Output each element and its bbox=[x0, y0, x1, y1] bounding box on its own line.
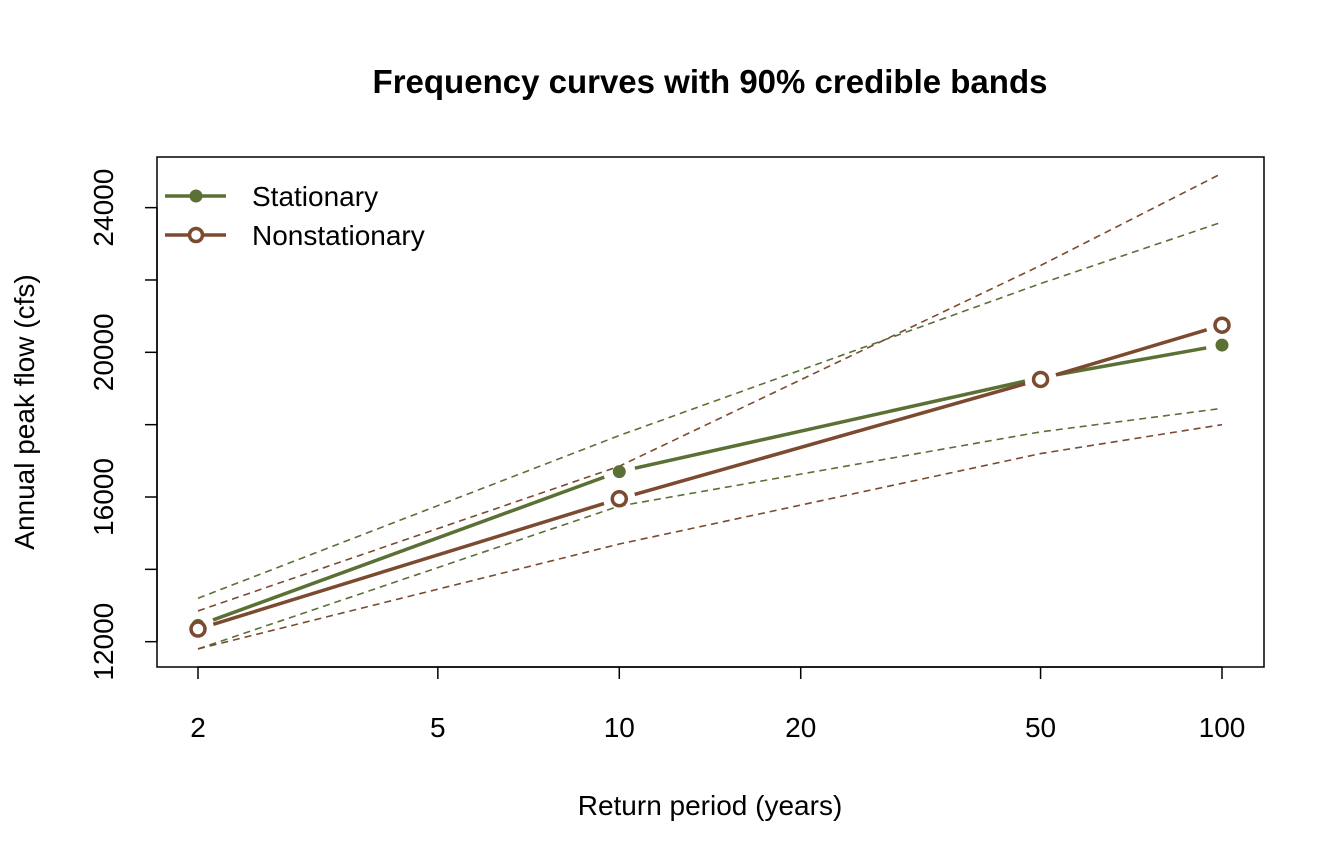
point-stationary bbox=[1215, 338, 1229, 352]
legend: Stationary Nonstationary bbox=[165, 181, 425, 251]
x-tick-label: 2 bbox=[190, 712, 206, 743]
x-tick-label: 20 bbox=[785, 712, 816, 743]
band-lower-nonstationary bbox=[197, 423, 1223, 650]
series-markers bbox=[189, 316, 1231, 638]
legend-label-stationary: Stationary bbox=[252, 181, 378, 212]
y-tick-label: 12000 bbox=[88, 603, 119, 681]
point-stationary bbox=[612, 465, 626, 479]
legend-marker-stationary bbox=[189, 189, 203, 203]
y-tick-label: 16000 bbox=[88, 458, 119, 536]
band-upper-nonstationary bbox=[197, 172, 1223, 612]
credible-bands bbox=[197, 172, 1223, 650]
y-axis-label: Annual peak flow (cfs) bbox=[9, 274, 40, 549]
line-segment-nonstationary bbox=[634, 382, 1026, 497]
band-upper-stationary bbox=[197, 221, 1223, 600]
x-axis: 2 5 10 20 50 100 bbox=[190, 666, 1246, 743]
point-nonstationary bbox=[1213, 316, 1231, 334]
line-segment-nonstationary bbox=[1055, 328, 1208, 377]
x-tick-label: 100 bbox=[1199, 712, 1246, 743]
point-nonstationary bbox=[610, 490, 629, 508]
y-tick-label: 20000 bbox=[88, 313, 119, 391]
x-tick-label: 5 bbox=[430, 712, 446, 743]
point-nonstationary bbox=[189, 620, 207, 638]
band-lower-stationary bbox=[197, 407, 1223, 650]
line-segment-nonstationary bbox=[212, 501, 605, 626]
y-axis: 12000 16000 20000 24000 bbox=[88, 169, 158, 681]
legend-marker-nonstationary bbox=[187, 226, 205, 244]
x-axis-label: Return period (years) bbox=[578, 790, 843, 821]
x-tick-label: 50 bbox=[1025, 712, 1056, 743]
line-segment-stationary bbox=[1056, 346, 1207, 377]
point-nonstationary bbox=[1031, 370, 1050, 389]
line-segment-stationary bbox=[212, 475, 605, 622]
legend-label-nonstationary: Nonstationary bbox=[252, 220, 425, 251]
chart-title: Frequency curves with 90% credible bands bbox=[373, 63, 1048, 100]
x-tick-label: 10 bbox=[604, 712, 635, 743]
y-tick-label: 24000 bbox=[88, 169, 119, 247]
series-lines bbox=[212, 328, 1208, 626]
line-segment-stationary bbox=[634, 379, 1026, 470]
